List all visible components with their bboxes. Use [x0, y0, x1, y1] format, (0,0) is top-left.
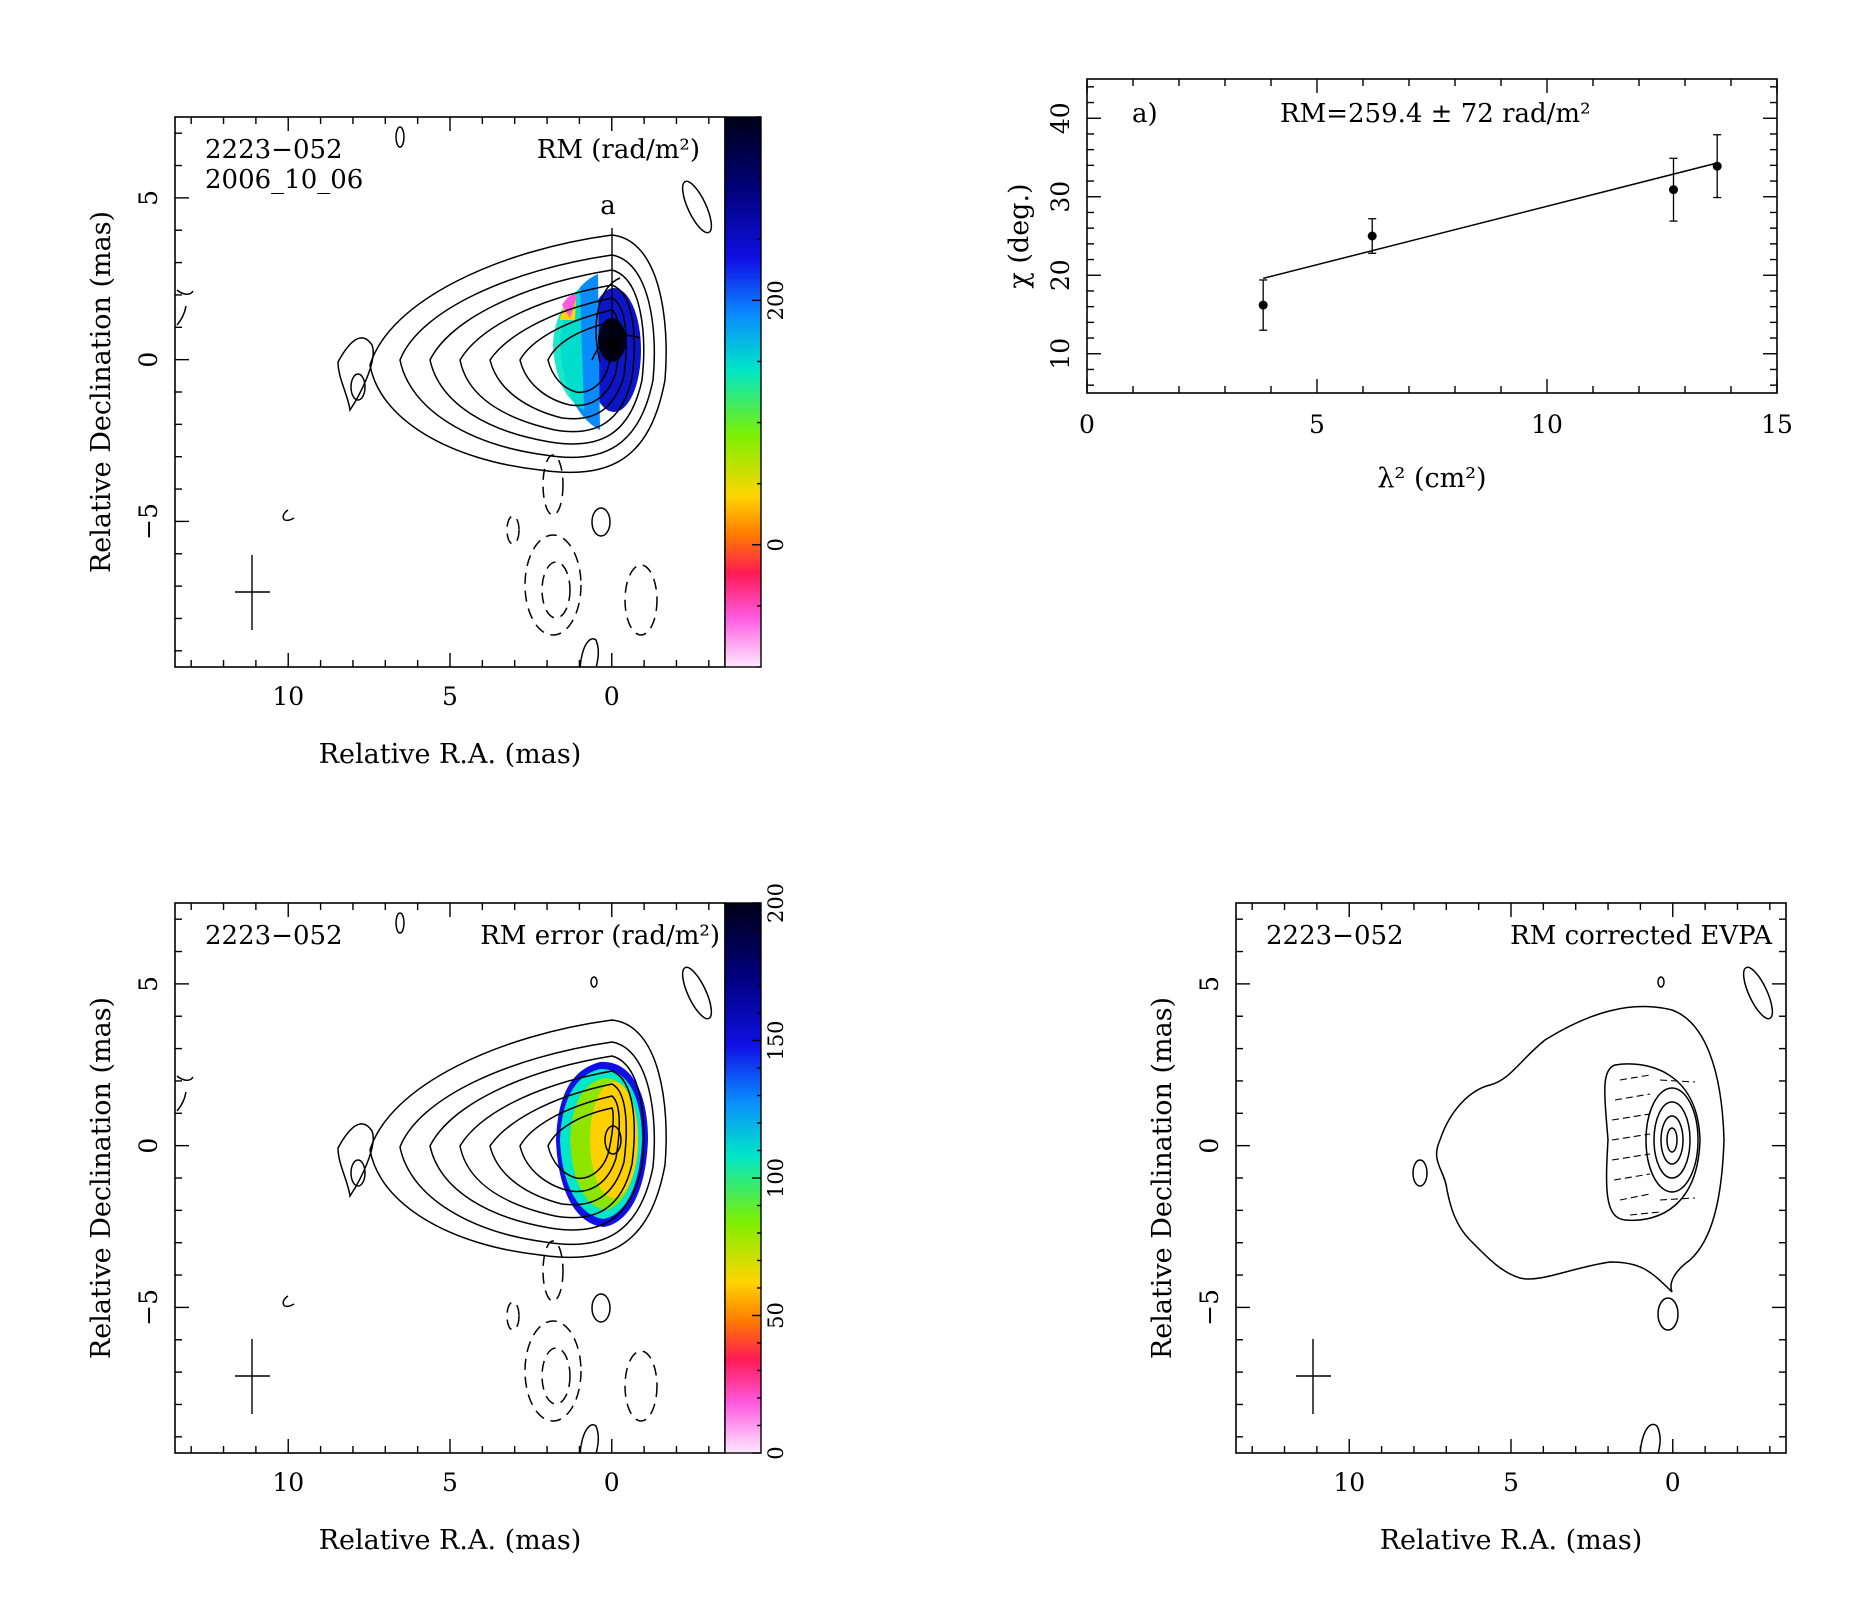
evpa-title: RM corrected EVPA	[1510, 921, 1773, 951]
rm-map-source-label: 2223−052	[205, 135, 343, 165]
data-point	[1258, 300, 1268, 310]
rm-fit-frame	[1086, 78, 1778, 394]
x-tick-label: 5	[442, 682, 458, 711]
rm-map-date-label: 2006_10_06	[205, 165, 363, 195]
data-point	[1712, 161, 1722, 171]
y-tick-label: 0	[134, 1138, 163, 1154]
colorbar-tick-label: 150	[764, 1020, 788, 1060]
colorbar-tick-label: 200	[764, 883, 788, 923]
colorbar-tick-label: 50	[764, 1302, 788, 1329]
rm-fit-xlabel: λ² (cm²)	[1377, 463, 1486, 494]
y-tick-label: 5	[134, 976, 163, 992]
colorbar-tick-label: 0	[764, 1446, 788, 1459]
y-tick-label: 0	[1195, 1138, 1224, 1154]
y-tick-label: 10	[1046, 338, 1075, 370]
y-tick-label: 5	[134, 190, 163, 206]
data-point	[1669, 185, 1678, 195]
x-tick-label: 5	[1503, 1468, 1519, 1497]
x-tick-label: 0	[604, 682, 620, 711]
evpa-xlabel: Relative R.A. (mas)	[1380, 1525, 1643, 1556]
y-tick-label: −5	[1195, 1289, 1224, 1326]
x-tick-label: 5	[1309, 410, 1325, 439]
rm-error-ylabel: Relative Declination (mas)	[86, 997, 117, 1359]
evpa-panel: 10 5 0 5 0 −5 2223−052 RM corrected EVPA Rela…	[1147, 902, 1787, 1556]
x-tick-label: 0	[1665, 1468, 1681, 1497]
y-tick-label: 40	[1046, 102, 1075, 134]
evpa-ylabel: Relative Declination (mas)	[1147, 997, 1178, 1359]
evpa-beam	[1296, 1339, 1331, 1414]
x-tick-label: 10	[1333, 1468, 1365, 1497]
rm-error-contours	[176, 912, 713, 1453]
rm-map-title: RM (rad/m²)	[537, 135, 700, 165]
rm-map-xlabel: Relative R.A. (mas)	[319, 739, 582, 770]
rm-map-ylabel: Relative Declination (mas)	[86, 211, 117, 573]
x-tick-label: 10	[1531, 410, 1563, 439]
y-tick-label: 30	[1046, 181, 1075, 213]
x-tick-label: 15	[1761, 410, 1793, 439]
evpa-frame	[1235, 902, 1787, 1454]
x-tick-label: 0	[604, 1468, 620, 1497]
x-tick-label: 10	[272, 682, 304, 711]
rm-fit-result: RM=259.4 ± 72 rad/m²	[1280, 99, 1591, 129]
y-tick-label: −5	[134, 1289, 163, 1326]
x-tick-label: 10	[272, 1468, 304, 1497]
rm-fit-axes: 0 5 10 15 10 20 30 40	[1046, 79, 1793, 439]
colorbar-tick-label: 200	[764, 280, 788, 320]
rm-fit-panel-label: a)	[1132, 99, 1158, 129]
rm-map-axes: 10 5 0 5 0 −5 0 200	[134, 116, 788, 711]
y-tick-label: 5	[1195, 976, 1224, 992]
rm-fit-marks	[1258, 134, 1722, 331]
rm-colorbar	[724, 116, 762, 668]
rm-error-beam	[235, 1339, 270, 1414]
rm-map-frame	[174, 116, 726, 668]
rm-cut-label: a	[600, 191, 616, 221]
rm-error-source-label: 2223−052	[205, 921, 343, 951]
y-tick-label: 20	[1046, 259, 1075, 291]
rm-map-contours	[176, 126, 713, 667]
rm-fit-panel: 0 5 10 15 10 20 30 40 a) RM=259.4 ± 72 rad/m² λ…	[1004, 78, 1793, 494]
x-tick-label: 5	[442, 1468, 458, 1497]
rm-map-panel: 10 5 0 5 0 −5 0 200 2223−052 2006_10_06 RM (rad…	[86, 116, 788, 770]
colorbar-tick-label: 0	[764, 538, 788, 551]
evpa-axes: 10 5 0 5 0 −5	[1195, 903, 1786, 1497]
rm-error-xlabel: Relative R.A. (mas)	[319, 1525, 582, 1556]
rm-error-title: RM error (rad/m²)	[480, 921, 720, 951]
fit-line	[1262, 162, 1718, 280]
rm-fit-ylabel: χ (deg.)	[1004, 183, 1035, 288]
data-point	[1367, 231, 1377, 241]
y-tick-label: 0	[134, 352, 163, 368]
colorbar-tick-label: 100	[764, 1158, 788, 1198]
x-tick-label: 0	[1079, 410, 1095, 439]
evpa-contours	[1412, 966, 1774, 1453]
rm-map-beam	[235, 555, 270, 630]
evpa-source-label: 2223−052	[1266, 921, 1404, 951]
y-tick-label: −5	[134, 503, 163, 540]
